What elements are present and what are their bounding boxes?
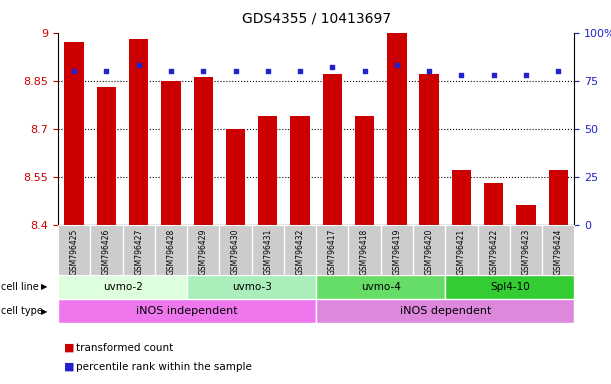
Point	[101, 68, 111, 74]
Point	[199, 68, 208, 74]
Bar	[316, 299, 574, 323]
Bar	[161, 81, 181, 225]
Text: ■: ■	[64, 343, 75, 353]
Point	[69, 68, 79, 74]
Point	[166, 68, 176, 74]
Point	[489, 72, 499, 78]
Text: GSM796423: GSM796423	[521, 228, 530, 275]
Bar	[419, 74, 439, 225]
Text: GSM796424: GSM796424	[554, 228, 563, 275]
Text: cell line: cell line	[1, 281, 39, 292]
Text: GSM796419: GSM796419	[392, 228, 401, 275]
Text: GSM796422: GSM796422	[489, 228, 498, 275]
Text: Spl4-10: Spl4-10	[490, 281, 530, 292]
Text: GSM796432: GSM796432	[296, 228, 304, 275]
Bar	[323, 74, 342, 225]
Text: GSM796428: GSM796428	[166, 228, 175, 275]
Text: iNOS independent: iNOS independent	[136, 306, 238, 316]
Point	[295, 68, 305, 74]
Text: iNOS dependent: iNOS dependent	[400, 306, 491, 316]
Text: uvmo-2: uvmo-2	[103, 281, 142, 292]
Point	[230, 68, 240, 74]
Bar	[452, 170, 471, 225]
Point	[424, 68, 434, 74]
Bar	[316, 275, 445, 299]
Point	[327, 64, 337, 70]
Text: GSM796418: GSM796418	[360, 228, 369, 275]
Text: GSM796431: GSM796431	[263, 228, 273, 275]
Text: GSM796420: GSM796420	[425, 228, 434, 275]
Text: GSM796417: GSM796417	[328, 228, 337, 275]
Bar	[194, 78, 213, 225]
Text: percentile rank within the sample: percentile rank within the sample	[76, 362, 252, 372]
Text: GSM796430: GSM796430	[231, 228, 240, 275]
Point	[521, 72, 531, 78]
Bar	[387, 33, 406, 225]
Text: GDS4355 / 10413697: GDS4355 / 10413697	[241, 12, 391, 25]
Text: GSM796425: GSM796425	[70, 228, 79, 275]
Text: uvmo-4: uvmo-4	[360, 281, 401, 292]
Text: transformed count: transformed count	[76, 343, 174, 353]
Bar	[226, 129, 245, 225]
Point	[263, 68, 273, 74]
Bar	[549, 170, 568, 225]
Bar	[65, 42, 84, 225]
Bar	[187, 275, 316, 299]
Bar	[516, 205, 536, 225]
Point	[134, 62, 144, 68]
Point	[392, 62, 402, 68]
Bar	[129, 39, 148, 225]
Bar	[484, 183, 503, 225]
Bar	[445, 275, 574, 299]
Bar	[58, 275, 187, 299]
Bar	[97, 87, 116, 225]
Text: ▶: ▶	[41, 307, 47, 316]
Text: GSM796429: GSM796429	[199, 228, 208, 275]
Text: GSM796427: GSM796427	[134, 228, 143, 275]
Point	[554, 68, 563, 74]
Text: GSM796421: GSM796421	[457, 228, 466, 275]
Bar	[290, 116, 310, 225]
Text: ■: ■	[64, 362, 75, 372]
Point	[360, 68, 370, 74]
Bar	[258, 116, 277, 225]
Text: uvmo-3: uvmo-3	[232, 281, 272, 292]
Bar	[58, 299, 316, 323]
Point	[456, 72, 466, 78]
Text: cell type: cell type	[1, 306, 43, 316]
Bar	[355, 116, 375, 225]
Text: ▶: ▶	[41, 282, 47, 291]
Text: GSM796426: GSM796426	[102, 228, 111, 275]
